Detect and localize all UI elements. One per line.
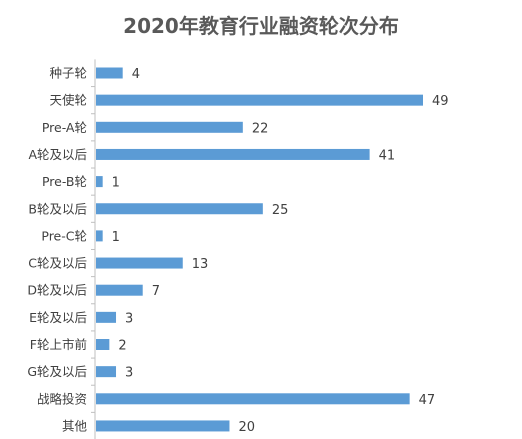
bar (96, 393, 410, 405)
category-label: E轮及以后 (29, 310, 87, 325)
data-label: 25 (272, 203, 289, 218)
bar (96, 230, 103, 242)
data-label: 7 (152, 284, 160, 299)
data-label: 49 (432, 94, 449, 109)
bar (96, 94, 423, 106)
data-label: 1 (112, 176, 120, 191)
category-label: 其他 (62, 418, 88, 433)
bar (96, 203, 263, 215)
data-label: 3 (125, 311, 133, 326)
category-label: 战略投资 (37, 391, 87, 406)
data-label: 41 (379, 148, 396, 163)
chart-title: 2020年教育行业融资轮次分布 (123, 14, 399, 38)
bar (96, 339, 110, 350)
data-label: 2 (118, 339, 126, 354)
data-label: 13 (192, 257, 209, 272)
category-label: Pre-A轮 (42, 120, 87, 135)
bar (96, 148, 370, 160)
category-label: 天使轮 (49, 93, 87, 108)
bar (96, 366, 117, 378)
data-label: 20 (238, 420, 255, 435)
bar (96, 257, 183, 269)
category-label: G轮及以后 (27, 364, 87, 379)
category-label: B轮及以后 (28, 201, 87, 216)
data-label: 4 (132, 67, 140, 82)
data-label: 47 (419, 393, 436, 408)
category-label: A轮及以后 (28, 147, 87, 162)
data-label: 3 (125, 366, 133, 381)
category-label: D轮及以后 (27, 283, 87, 298)
bar (96, 284, 143, 296)
category-label: C轮及以后 (28, 256, 87, 271)
data-label: 22 (252, 121, 269, 136)
category-label: Pre-B轮 (42, 174, 87, 189)
bar (96, 311, 117, 323)
category-label: 种子轮 (49, 66, 87, 81)
bar (96, 67, 123, 79)
data-label: 1 (112, 230, 120, 245)
category-label: Pre-C轮 (41, 228, 87, 243)
category-label: F轮上市前 (30, 337, 87, 352)
bar (96, 176, 103, 188)
bar (96, 121, 243, 133)
bar (96, 420, 230, 432)
